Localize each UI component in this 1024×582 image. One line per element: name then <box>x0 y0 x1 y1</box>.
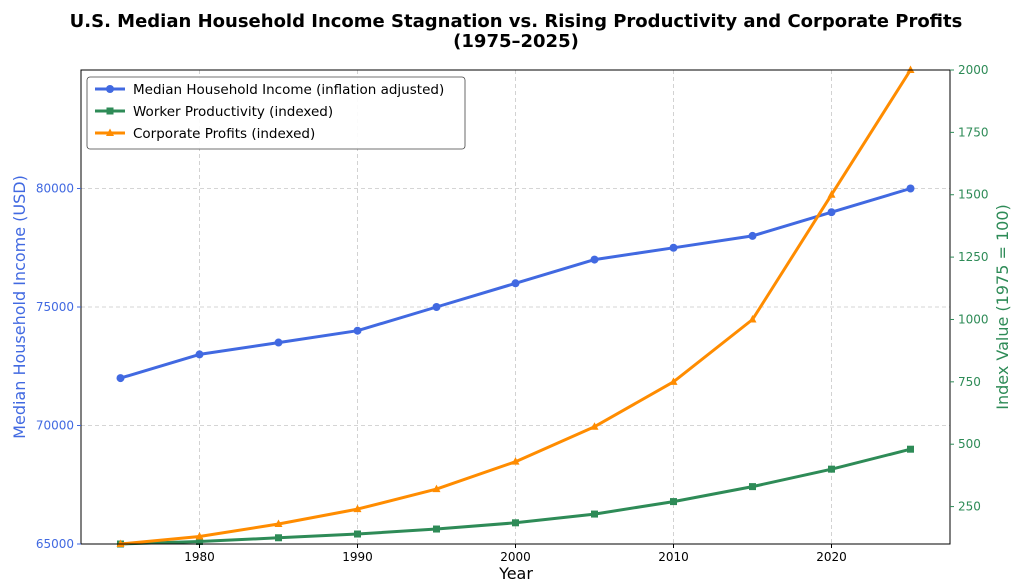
y-right-tick-label: 1250 <box>958 250 989 264</box>
y-axis-left-label: Median Household Income (USD) <box>10 175 29 439</box>
y-axis-right-label: Index Value (1975 = 100) <box>993 204 1012 409</box>
y-right-tick-label: 250 <box>958 500 981 514</box>
data-point <box>590 422 599 430</box>
legend-box <box>86 76 466 150</box>
data-point <box>748 314 757 323</box>
legend-item: Worker Productivity (indexed) <box>95 104 333 120</box>
data-point <box>432 303 441 311</box>
data-point <box>354 530 361 538</box>
data-point <box>590 255 599 264</box>
data-point <box>907 445 914 453</box>
legend-item: Median Household Income (inflation adjus… <box>95 82 444 98</box>
data-point <box>353 326 362 335</box>
y-right-tick-label: 1500 <box>958 188 989 202</box>
chart-title-line-1: U.S. Median Household Income Stagnation … <box>70 11 963 32</box>
data-point <box>669 243 678 252</box>
data-point <box>116 539 125 547</box>
data-point <box>828 465 835 473</box>
data-point <box>274 519 283 528</box>
data-point <box>511 279 520 288</box>
data-point <box>512 519 519 527</box>
y-right-tick-label: 1750 <box>958 125 989 139</box>
data-point <box>906 65 915 73</box>
data-point <box>195 350 204 359</box>
x-tick-label: 2000 <box>500 550 531 564</box>
data-point <box>748 231 757 240</box>
x-tick-label: 2020 <box>816 550 847 564</box>
series-3 <box>116 65 915 547</box>
data-point <box>591 510 598 518</box>
data-point <box>432 484 441 493</box>
series-1 <box>116 184 915 383</box>
data-point <box>906 184 915 193</box>
legend-item: Corporate Profits (indexed) <box>95 126 315 142</box>
x-tick-label: 1990 <box>342 550 373 564</box>
data-point <box>116 374 125 383</box>
data-point <box>670 498 677 506</box>
y-left-tick-label: 65000 <box>36 537 74 551</box>
plot-area: 1980 1990 2000 2010 2020 65000 70000 75000 80000… <box>36 63 989 564</box>
y-right-tick-label: 1000 <box>958 312 989 326</box>
y-right-tick-label: 500 <box>958 437 981 451</box>
data-point <box>749 483 756 491</box>
data-point <box>353 504 362 513</box>
data-point <box>669 377 678 385</box>
x-axis-label: Year <box>498 564 533 582</box>
data-point <box>511 457 520 465</box>
data-point <box>827 208 836 217</box>
y-left-tick-label: 70000 <box>36 419 74 433</box>
data-point <box>196 538 203 546</box>
data-point <box>827 190 836 198</box>
chart-title-line-2: (1975–2025) <box>453 31 579 52</box>
data-point <box>433 525 440 533</box>
data-point <box>274 338 283 347</box>
legend-marker <box>106 85 114 93</box>
y-left-tick-label: 80000 <box>36 182 74 196</box>
legend-marker <box>106 107 114 115</box>
y-right-tick-label: 2000 <box>958 63 989 77</box>
legend-marker <box>106 128 114 136</box>
legend-label: Corporate Profits (indexed) <box>133 126 315 142</box>
legend-label: Worker Productivity (indexed) <box>133 104 333 120</box>
data-point <box>195 532 204 540</box>
x-tick-label: 1980 <box>184 550 215 564</box>
legend: Median Household Income (inflation adjus… <box>86 76 466 150</box>
y-left-tick-label: 75000 <box>36 300 74 314</box>
x-tick-label: 2010 <box>658 550 689 564</box>
data-point <box>275 534 282 542</box>
y-right-tick-label: 750 <box>958 375 981 389</box>
legend-label: Median Household Income (inflation adjus… <box>133 82 444 98</box>
